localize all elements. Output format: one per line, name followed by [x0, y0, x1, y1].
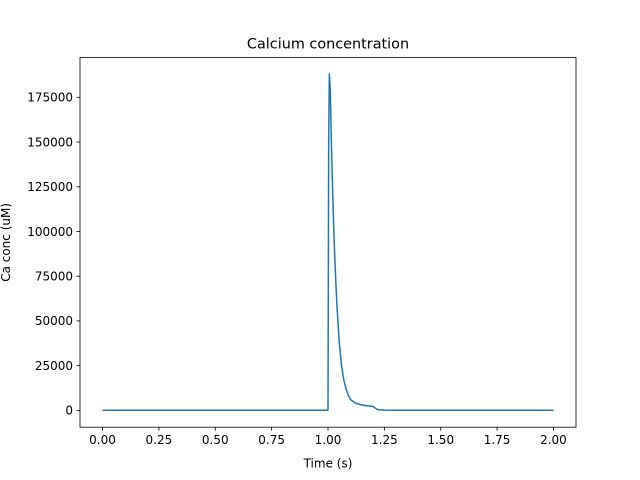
x-tick-label: 0.25	[146, 433, 173, 447]
x-tick-label: 0.75	[258, 433, 285, 447]
x-tick-label: 0.00	[89, 433, 116, 447]
x-tick-label: 2.00	[540, 433, 567, 447]
y-tick-label: 125000	[27, 180, 73, 194]
y-tick-label: 0	[65, 404, 73, 418]
y-axis: 0 25000 50000 75000 100000 125000 150000 175000	[27, 91, 80, 418]
plot-area	[102, 73, 554, 411]
x-tick-label: 1.50	[427, 433, 454, 447]
x-tick-label: 1.25	[371, 433, 398, 447]
chart-title: Calcium concentration	[247, 37, 409, 53]
y-tick-label: 150000	[27, 135, 73, 149]
y-tick-label: 25000	[35, 359, 73, 373]
x-tick-label: 1.00	[315, 433, 342, 447]
x-axis: 0.00 0.25 0.50 0.75 1.00 1.25 1.50 1.75 2.00	[89, 427, 567, 447]
x-tick-label: 0.50	[202, 433, 229, 447]
y-tick-label: 100000	[27, 225, 73, 239]
x-axis-label: Time (s)	[303, 457, 353, 471]
y-tick-label: 75000	[35, 270, 73, 284]
x-tick-label: 1.75	[484, 433, 511, 447]
y-axis-label: Ca conc (uM)	[0, 203, 13, 282]
series-line	[102, 73, 554, 411]
y-tick-label: 175000	[27, 91, 73, 105]
y-tick-label: 50000	[35, 314, 73, 328]
